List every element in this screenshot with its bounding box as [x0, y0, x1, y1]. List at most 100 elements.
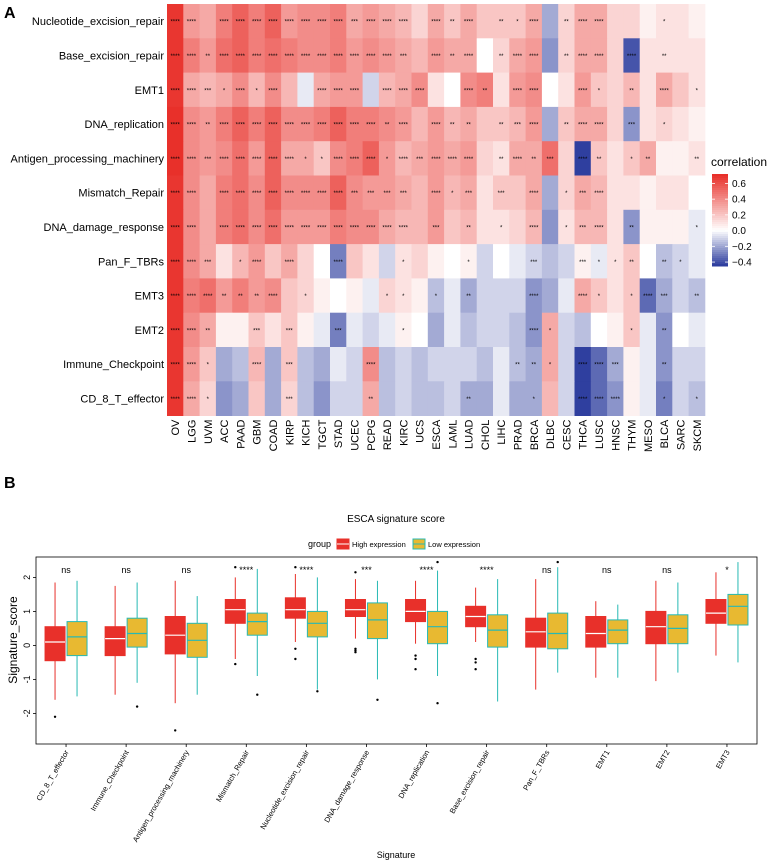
heatmap-cell [395, 106, 412, 142]
heatmap-cell [264, 175, 282, 211]
heatmap-cell [493, 175, 510, 211]
heatmap-cell [297, 38, 315, 73]
heatmap-star: **** [187, 157, 197, 163]
heatmap-star: **** [464, 88, 474, 94]
heatmap-cell [656, 72, 673, 108]
heatmap-star: * [255, 88, 258, 94]
heatmap-star: **** [170, 54, 180, 60]
heatmap-cell [460, 4, 478, 39]
heatmap-cell [607, 72, 624, 108]
heatmap-cell [346, 175, 363, 211]
heatmap-cell [558, 141, 575, 176]
heatmap-cell [672, 72, 689, 108]
heatmap-cell [574, 278, 592, 314]
heatmap-col-label: PRAD [512, 420, 524, 451]
box [487, 614, 509, 648]
heatmap-cell [525, 72, 543, 108]
heatmap-col-label: UCEC [349, 420, 361, 451]
heatmap-cell [574, 4, 592, 39]
outlier-point [135, 705, 139, 708]
heatmap-star: * [598, 294, 601, 300]
heatmap-star: **** [219, 157, 229, 163]
heatmap-cell [525, 312, 543, 348]
heatmap-cell [688, 244, 706, 279]
heatmap-cell [215, 106, 233, 142]
heatmap-col-label: STAD [333, 420, 345, 449]
heatmap-star: * [402, 260, 405, 266]
box [525, 617, 547, 648]
significance-label: **** [480, 565, 495, 575]
heatmap-cell [248, 209, 266, 245]
heatmap-cell [427, 175, 445, 211]
heatmap-cell [493, 4, 510, 39]
heatmap-star: **** [252, 54, 262, 60]
heatmap-star: ** [238, 294, 243, 300]
heatmap-col-label: LGG [186, 420, 198, 443]
heatmap-cell [232, 244, 249, 279]
heatmap-star: **** [529, 123, 539, 129]
boxplot-panel-border [35, 556, 758, 745]
heatmap-cell [509, 72, 526, 108]
boxplot-legend: group High expression Low expression [308, 538, 480, 550]
heatmap-cell [313, 381, 331, 416]
heatmap-star: ** [531, 157, 536, 163]
heatmap-star: * [304, 157, 307, 163]
heatmap-cell [688, 106, 706, 142]
heatmap-star: **** [317, 20, 327, 26]
boxplot-title: ESCA signature score [347, 514, 445, 525]
heatmap-star: ** [499, 54, 504, 60]
heatmap-star: **** [431, 20, 441, 26]
significance-label: **** [299, 565, 314, 575]
heatmap-cell [248, 72, 266, 108]
heatmap-cell [232, 312, 249, 348]
heatmap-cell [297, 347, 315, 382]
heatmap-cell [167, 278, 184, 314]
heatmap-cell [313, 278, 331, 314]
heatmap-col-label: THCA [578, 419, 590, 450]
x-tick-label: DNA_damage_response [322, 749, 371, 825]
colorbar-segment [712, 180, 728, 183]
heatmap-cell [183, 244, 200, 279]
heatmap-cell [215, 312, 233, 348]
heatmap-cell [493, 381, 510, 416]
heatmap-cell [493, 209, 510, 245]
heatmap-cell [623, 244, 641, 279]
heatmap-cell [411, 244, 429, 279]
heatmap-cell [639, 175, 657, 211]
heatmap-cell [590, 347, 608, 382]
heatmap-star: **** [252, 363, 262, 369]
heatmap-cell [541, 209, 559, 245]
colorbar-segment [712, 190, 728, 193]
heatmap-cell [248, 38, 266, 73]
heatmap-cell [688, 72, 706, 108]
heatmap-cell [541, 175, 559, 211]
outlier-point [354, 651, 357, 654]
heatmap-cell [199, 38, 217, 73]
heatmap-cell [183, 381, 200, 416]
heatmap-cell [297, 278, 315, 314]
heatmap-star: **** [431, 191, 441, 197]
heatmap-cell [558, 175, 575, 211]
heatmap-star: **** [366, 123, 376, 129]
heatmap-cell [346, 381, 363, 416]
heatmap-cell [639, 106, 657, 142]
heatmap-cell [623, 381, 641, 416]
heatmap-cell [297, 312, 315, 348]
heatmap-cell [411, 72, 429, 108]
heatmap-star: * [386, 157, 389, 163]
heatmap-star: **** [187, 20, 197, 26]
heatmap-cell [167, 4, 184, 39]
heatmap-star: ** [694, 157, 699, 163]
heatmap-star: ** [450, 123, 455, 129]
colorbar-segment [712, 248, 728, 251]
heatmap-cell [232, 278, 249, 314]
heatmap-star: **** [236, 54, 246, 60]
heatmap-star: ** [466, 397, 471, 403]
box [667, 614, 689, 645]
colorbar-segment [712, 216, 728, 219]
heatmap-cell [590, 209, 608, 245]
colorbar-segment [712, 208, 728, 211]
x-tick-label: Base_excision_repair [448, 748, 492, 815]
heatmap-cell [248, 381, 266, 416]
